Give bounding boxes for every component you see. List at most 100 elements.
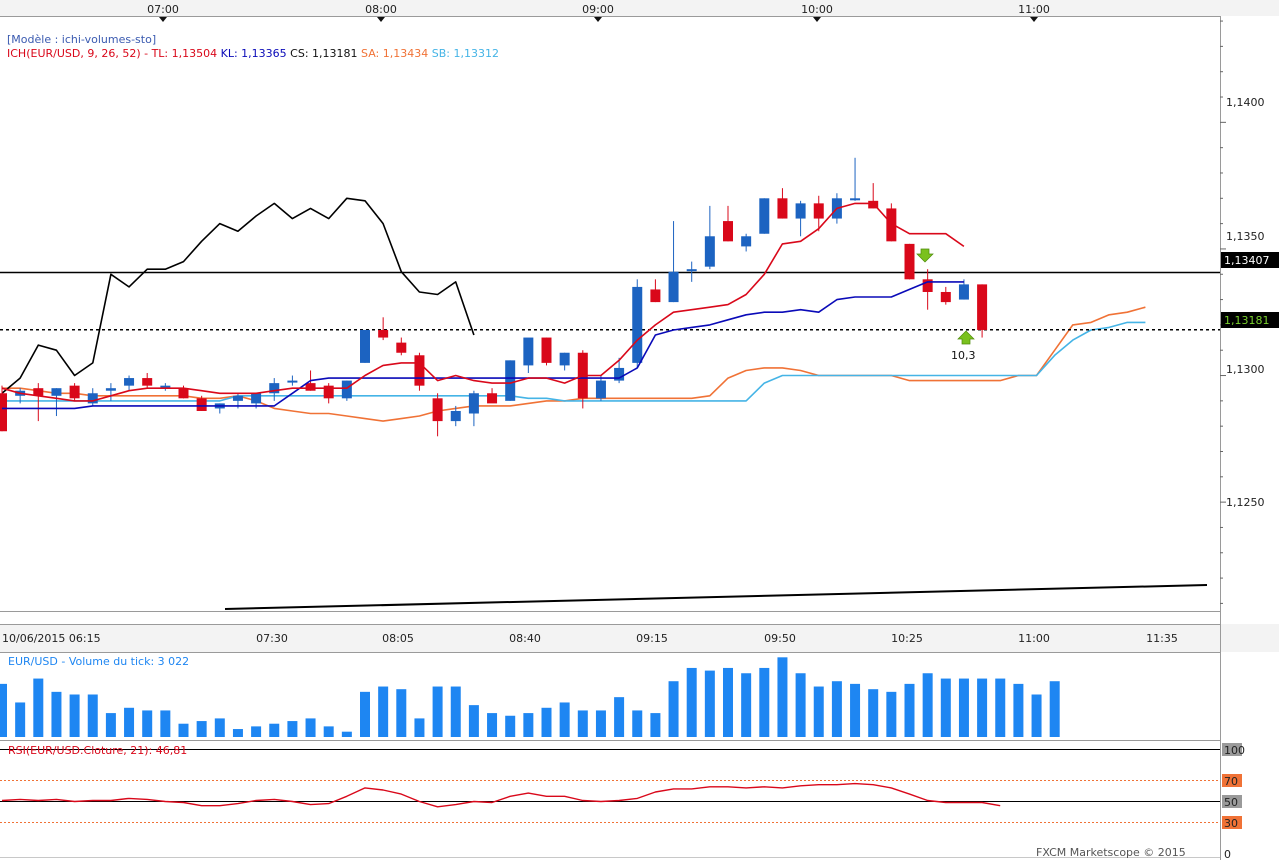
candle-body	[868, 200, 879, 209]
chikou-span-line	[1, 197, 475, 394]
volume-bar	[414, 718, 425, 737]
volume-bar	[541, 707, 552, 737]
volume-bar	[432, 686, 443, 737]
top-time-label: 10:00	[801, 3, 833, 16]
candle-body	[487, 393, 498, 404]
volume-bar	[487, 713, 498, 737]
kijun-value: KL: 1,13365	[220, 47, 287, 60]
candle-body	[87, 393, 98, 404]
senkou-b-line	[2, 321, 1146, 402]
volume-bar	[1031, 694, 1042, 737]
volume-bar	[668, 681, 679, 737]
volume-bar	[33, 678, 44, 737]
buy-arrow-icon	[957, 330, 975, 345]
bottom-time-label: 10/06/2015 06:15	[2, 632, 101, 645]
price-axis: 1,1400 1,1350 1,1300 1,1250 1,13407 1,13…	[1221, 96, 1279, 509]
bottom-time-label: 11:00	[1018, 632, 1050, 645]
volume-bar	[360, 691, 370, 737]
candle-body	[160, 385, 171, 388]
bottom-time-label: 09:15	[636, 632, 668, 645]
bottom-time-label: 11:35	[1146, 632, 1178, 645]
volume-bar	[287, 721, 298, 737]
rsi-polyline	[1, 782, 1001, 808]
candle-body	[142, 378, 153, 386]
senkou-b-value: SB: 1,13312	[431, 47, 499, 60]
volume-bar	[105, 713, 116, 737]
candle-body	[614, 367, 625, 381]
volume-bar	[396, 689, 407, 737]
volume-bar	[704, 670, 715, 737]
volume-bar	[1013, 683, 1024, 737]
volume-bar	[87, 694, 98, 737]
top-time-label: 08:00	[365, 3, 397, 16]
candle-body	[850, 198, 861, 201]
volume-bars	[0, 657, 1060, 737]
volume-bar	[577, 710, 588, 737]
footer-copyright: FXCM Marketscope © 2015	[1036, 846, 1186, 859]
senkou-a-line	[2, 306, 1146, 422]
kijun-line	[2, 281, 964, 410]
signal-annotation: 10,3	[951, 349, 976, 362]
senkou-a-value: SA: 1,13434	[361, 47, 429, 60]
rsi-line	[1, 782, 1001, 808]
rsi-level-label: 50	[1224, 796, 1238, 809]
candle-body	[124, 378, 135, 386]
candle-body	[305, 383, 316, 391]
volume-bar	[124, 707, 135, 737]
volume-bar	[686, 667, 697, 737]
model-label[interactable]: [Modèle : ichi-volumes-sto]	[7, 33, 157, 46]
rsi-level-label: 100	[1224, 744, 1245, 757]
candle-body	[468, 393, 479, 414]
candle-body	[341, 380, 352, 399]
volume-bar	[142, 710, 153, 737]
volume-bar	[341, 731, 352, 737]
volume-bar	[15, 702, 26, 737]
candle-body	[759, 198, 770, 234]
volume-bar	[0, 683, 7, 737]
volume-bar	[614, 697, 625, 737]
candle-body	[795, 203, 806, 219]
tenkan-line	[1, 202, 965, 402]
candle-body	[632, 286, 643, 363]
top-time-label: 11:00	[1018, 3, 1050, 16]
candle-body	[886, 208, 897, 242]
volume-bar	[378, 686, 389, 737]
volume-bar	[505, 715, 516, 737]
tenkan-kijun-lines	[1, 202, 965, 410]
candle-body	[686, 269, 697, 272]
rsi-level-label: 30	[1224, 817, 1238, 830]
price-tick-label: 1,1300	[1226, 363, 1265, 376]
bottom-time-axis: 10/06/2015 06:15 07:30 08:05 08:40 09:15…	[2, 632, 1178, 645]
candle-body	[777, 198, 788, 219]
volume-bar	[650, 713, 661, 737]
volume-bar	[269, 723, 280, 737]
bottom-time-bar	[0, 624, 1279, 652]
candle-body	[977, 284, 988, 330]
volume-bar	[468, 705, 479, 737]
candle-body	[178, 388, 189, 399]
trend-line[interactable]	[224, 584, 1208, 610]
candle-body	[232, 395, 243, 401]
candle-body	[741, 236, 752, 247]
volume-bar	[232, 729, 243, 737]
price-tick-label: 1,1400	[1226, 96, 1265, 109]
candle-body	[704, 236, 715, 267]
volume-bar	[777, 657, 788, 737]
volume-bar	[977, 678, 988, 737]
candle-body	[269, 383, 280, 394]
indicator-legend[interactable]: ICH(EUR/USD, 9, 26, 52) - TL: 1,13504 KL…	[7, 47, 499, 60]
candle-body	[414, 355, 425, 386]
candle-body	[595, 380, 606, 399]
volume-bar	[868, 689, 879, 737]
close-level-label: 1,13181	[1224, 314, 1270, 327]
volume-title: EUR/USD - Volume du tick: 3 022	[8, 655, 189, 668]
candle-body	[904, 243, 915, 280]
horizontal-levels	[0, 271, 1220, 331]
current-level-label: 1,13407	[1224, 254, 1270, 267]
volume-bar	[178, 723, 189, 737]
volume-bar	[850, 683, 861, 737]
candle-body	[650, 289, 661, 303]
bottom-time-label: 10:25	[891, 632, 923, 645]
candle-body	[323, 385, 334, 399]
